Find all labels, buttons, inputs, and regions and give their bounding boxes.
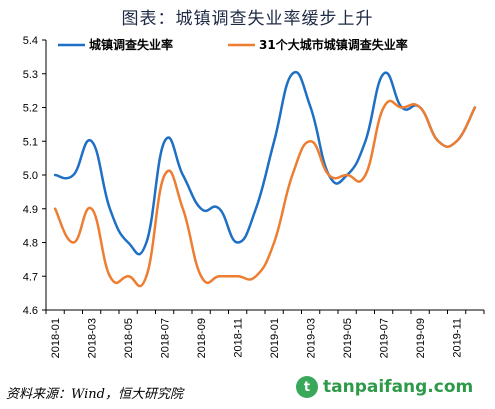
series-line-31-cities [53,99,477,288]
watermark-text: tanpaifang.com [323,377,474,397]
y-tick-label: 5.0 [23,170,38,182]
tanpaifang-logo-icon: t [296,376,318,398]
x-tick-label: 2019-07 [379,318,391,358]
y-tick-label: 4.6 [23,305,38,317]
y-tick-label: 5.1 [23,136,38,148]
x-tick-label: 2019-05 [342,318,354,358]
x-tick-label: 2019-03 [306,318,318,358]
x-tick-label: 2018-05 [123,318,135,358]
y-tick-label: 4.8 [23,238,38,250]
x-tick-label: 2019-09 [415,318,427,358]
watermark: t tanpaifang.com [296,376,473,398]
series-line-national [53,70,477,256]
x-tick-label: 2018-01 [50,318,62,358]
chart-legend: 城镇调查失业率 31个大城市城镇调查失业率 [58,37,408,52]
x-tick-label: 2018-09 [196,318,208,358]
series-lines [53,70,477,288]
source-note: 资料来源：Wind，恒大研究院 [6,387,183,402]
legend-entry-label: 31个大城市城镇调查失业率 [259,37,408,52]
y-axis-ticks: 4.6 4.7 4.8 4.9 5.0 5.1 5.2 5.3 5.4 [23,35,46,317]
y-tick-label: 4.7 [23,271,38,283]
x-tick-label: 2018-11 [233,318,245,358]
y-tick-label: 5.2 [23,103,38,115]
x-tick-label: 2018-07 [160,318,172,358]
x-tick-label: 2019-01 [269,318,281,358]
x-tick-label: 2018-03 [87,318,99,358]
y-tick-label: 5.4 [23,35,38,47]
y-tick-label: 5.3 [23,69,38,81]
y-tick-label: 4.9 [23,204,38,216]
x-tick-label: 2019-11 [452,318,464,358]
page-title: 图表：城镇调查失业率缓步上升 [121,9,374,29]
legend-entry-label: 城镇调查失业率 [89,37,173,52]
x-axis-ticks: 2018-01 2018-03 2018-05 2018-07 2018-09 2018-… [45,310,485,358]
